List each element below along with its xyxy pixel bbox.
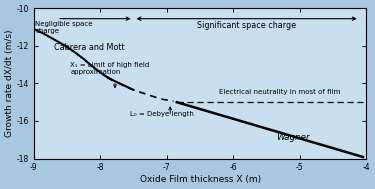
Text: Cabrera and Mott: Cabrera and Mott bbox=[54, 43, 124, 52]
Text: Electrical neutrality in most of film: Electrical neutrality in most of film bbox=[219, 89, 340, 95]
Y-axis label: Growth rate dX/dt (m/s): Growth rate dX/dt (m/s) bbox=[5, 30, 14, 137]
Text: Negligible space
charge: Negligible space charge bbox=[35, 21, 93, 34]
Text: Significant space charge: Significant space charge bbox=[197, 21, 296, 29]
Text: Wagner: Wagner bbox=[277, 133, 310, 142]
X-axis label: Oxide Film thickness X (m): Oxide Film thickness X (m) bbox=[140, 175, 261, 184]
Text: X₁ = Limit of high field
approximation: X₁ = Limit of high field approximation bbox=[70, 62, 150, 75]
Text: L₀ = Debye length: L₀ = Debye length bbox=[130, 111, 194, 117]
